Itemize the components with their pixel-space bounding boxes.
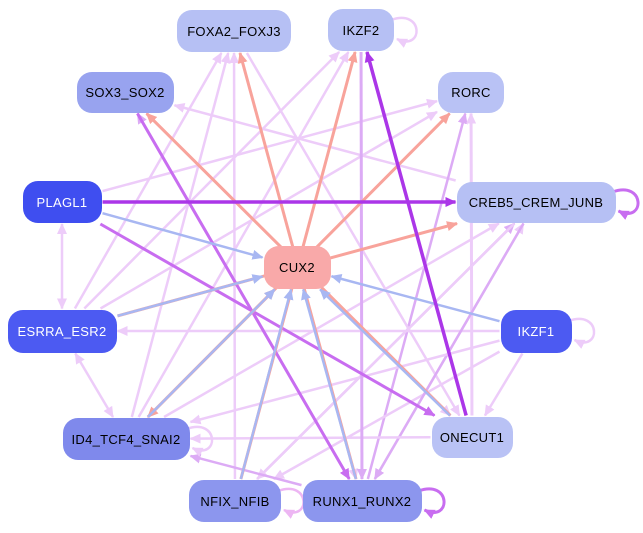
node-esrra-esr2[interactable]: ESRRA_ESR2	[7, 309, 117, 353]
node-label: IKZF1	[517, 323, 555, 339]
node-plagl1[interactable]: PLAGL1	[22, 181, 102, 223]
edge-onecut1-to-ikzf2	[364, 51, 468, 416]
self-loop-creb5-crem-junb	[611, 188, 640, 220]
node-sox3-sox2[interactable]: SOX3_SOX2	[76, 71, 174, 113]
edge-runx1-runx2-to-cux2	[301, 288, 358, 480]
node-label: SOX3_SOX2	[85, 84, 165, 100]
node-label: PLAGL1	[36, 194, 88, 210]
edge-esrra-esr2-to-rorc	[99, 110, 438, 310]
node-ikzf1[interactable]: IKZF1	[500, 309, 572, 353]
edge-ikzf1-to-nfix-nfib	[273, 350, 501, 481]
edge-id4-tcf4-snai2-to-cux2	[146, 288, 276, 418]
node-label: CUX2	[279, 259, 315, 275]
node-label: FOXA2_FOXJ3	[187, 23, 281, 39]
node-label: RUNX1_RUNX2	[312, 493, 412, 509]
edge-plagl1-to-cux2	[102, 211, 264, 260]
node-id4-tcf4-snai2[interactable]: ID4_TCF4_SNAI2	[62, 418, 190, 460]
edge-onecut1-to-id4-tcf4-snai2	[189, 433, 431, 444]
edge-ikzf1-to-cux2	[330, 273, 500, 323]
self-loop-ikzf1	[568, 317, 596, 349]
node-foxa2-foxj3[interactable]: FOXA2_FOXJ3	[177, 10, 291, 52]
node-label: CREB5_CREM_JUNB	[468, 194, 604, 210]
node-cux2[interactable]: CUX2	[263, 245, 331, 289]
edge-ikzf1-to-onecut1	[483, 352, 524, 417]
edge-id4-tcf4-snai2-to-esrra-esr2	[74, 352, 115, 418]
node-label: ESRRA_ESR2	[17, 323, 107, 339]
self-loop-runx1-runx2	[417, 487, 446, 519]
edge-ikzf2-to-runx1-runx2	[356, 51, 367, 480]
node-label: RORC	[451, 84, 491, 100]
node-runx1-runx2[interactable]: RUNX1_RUNX2	[302, 480, 422, 522]
edge-onecut1-to-cux2	[319, 288, 451, 417]
node-rorc[interactable]: RORC	[438, 71, 504, 113]
self-loop-id4-tcf4-snai2	[186, 425, 214, 457]
edge-esrra-esr2-to-cux2	[117, 274, 264, 318]
node-creb5-crem-junb[interactable]: CREB5_CREM_JUNB	[456, 181, 616, 223]
edge-nfix-nfib-to-cux2	[239, 288, 294, 480]
edge-esrra-esr2-to-foxa2-foxj3	[73, 52, 223, 310]
node-label: IKZF2	[342, 22, 380, 38]
edge-creb5-crem-junb-to-sox3-sox2	[173, 103, 456, 182]
node-nfix-nfib[interactable]: NFIX_NFIB	[189, 480, 281, 522]
edge-runx1-runx2-to-id4-tcf4-snai2	[189, 453, 302, 487]
edge-foxa2-foxj3-to-onecut1	[245, 52, 461, 417]
node-label: NFIX_NFIB	[200, 493, 270, 509]
node-onecut1[interactable]: ONECUT1	[431, 416, 513, 458]
edge-plagl1-to-rorc	[102, 98, 438, 193]
node-label: ONECUT1	[439, 429, 505, 445]
self-loop-ikzf2	[390, 16, 418, 48]
node-label: ID4_TCF4_SNAI2	[71, 431, 181, 447]
node-ikzf2[interactable]: IKZF2	[328, 9, 394, 51]
